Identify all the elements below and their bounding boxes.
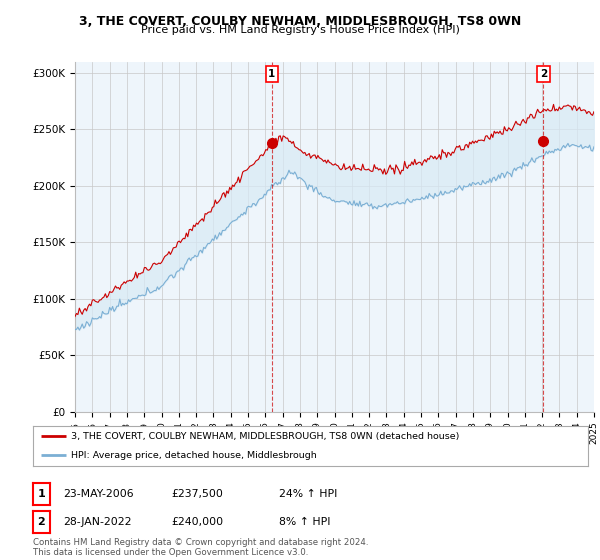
Text: 28-JAN-2022: 28-JAN-2022 (63, 517, 131, 527)
Text: £240,000: £240,000 (171, 517, 223, 527)
Text: £237,500: £237,500 (171, 489, 223, 499)
Text: 2: 2 (38, 517, 45, 527)
Text: 1: 1 (268, 69, 275, 79)
Text: 8% ↑ HPI: 8% ↑ HPI (279, 517, 331, 527)
Text: 23-MAY-2006: 23-MAY-2006 (63, 489, 134, 499)
Text: 1: 1 (38, 489, 45, 499)
Text: 3, THE COVERT, COULBY NEWHAM, MIDDLESBROUGH, TS8 0WN (detached house): 3, THE COVERT, COULBY NEWHAM, MIDDLESBRO… (71, 432, 459, 441)
Text: 24% ↑ HPI: 24% ↑ HPI (279, 489, 337, 499)
Text: 3, THE COVERT, COULBY NEWHAM, MIDDLESBROUGH, TS8 0WN: 3, THE COVERT, COULBY NEWHAM, MIDDLESBRO… (79, 15, 521, 27)
Text: HPI: Average price, detached house, Middlesbrough: HPI: Average price, detached house, Midd… (71, 451, 316, 460)
Text: 2: 2 (539, 69, 547, 79)
Text: Contains HM Land Registry data © Crown copyright and database right 2024.
This d: Contains HM Land Registry data © Crown c… (33, 538, 368, 557)
Text: Price paid vs. HM Land Registry's House Price Index (HPI): Price paid vs. HM Land Registry's House … (140, 25, 460, 35)
